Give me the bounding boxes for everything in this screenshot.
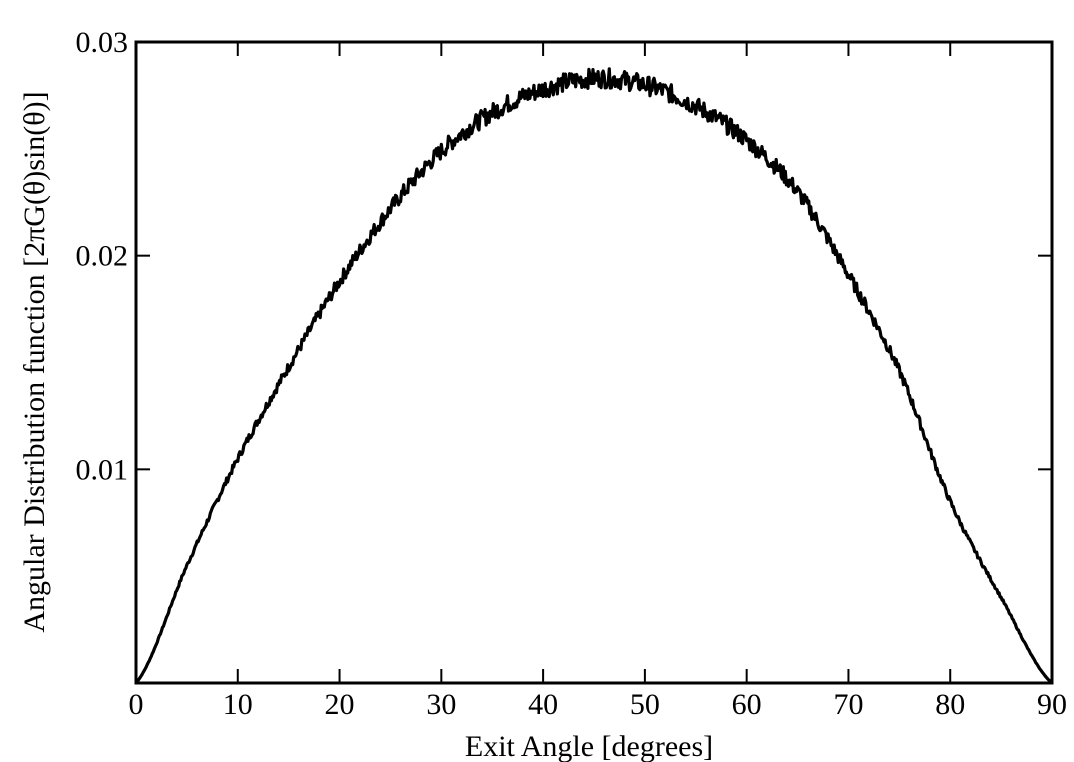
x-axis-label: Exit Angle [degrees] — [465, 730, 713, 762]
y-tick-label: 0.01 — [76, 453, 129, 486]
x-tick-label: 0 — [129, 688, 144, 721]
axis-ticks — [135, 41, 1053, 683]
x-tick-label: 80 — [935, 688, 965, 721]
x-tick-label: 70 — [833, 688, 863, 721]
x-tick-label: 40 — [528, 688, 558, 721]
x-tick-label: 90 — [1037, 688, 1067, 721]
x-tick-label: 60 — [732, 688, 762, 721]
x-tick-label: 10 — [223, 688, 253, 721]
y-tick-labels: 0.01 0.02 0.03 — [76, 26, 129, 486]
plot-area — [134, 40, 1054, 685]
x-tick-label: 50 — [630, 688, 660, 721]
y-axis-label: Angular Distribution function [2πG(θ)sin… — [18, 91, 51, 632]
series-line — [134, 67, 1054, 685]
x-tick-label: 20 — [325, 688, 355, 721]
x-tick-label: 30 — [426, 688, 456, 721]
y-tick-label: 0.03 — [76, 26, 129, 59]
series-layer — [134, 67, 1054, 685]
x-tick-labels: 0 10 20 30 40 50 60 70 80 90 — [129, 688, 1068, 721]
plot-frame — [134, 40, 1054, 685]
y-tick-label: 0.02 — [76, 240, 129, 273]
